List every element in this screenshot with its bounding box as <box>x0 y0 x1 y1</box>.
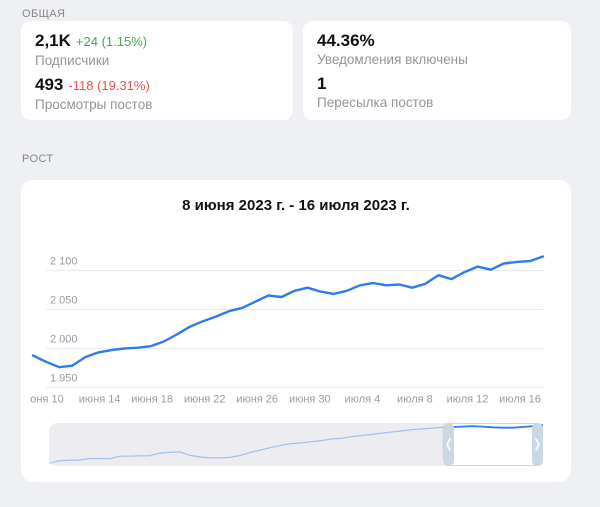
stat-subscribers: 2,1K +24 (1.15%) Подписчики <box>35 30 279 70</box>
x-axis-tick-label: июля 12 <box>447 394 489 406</box>
chart-date-range-title: 8 июня 2023 г. - 16 июля 2023 г. <box>182 197 410 214</box>
growth-section-header: РОСТ <box>22 153 54 165</box>
chevron-right-icon <box>535 438 540 451</box>
general-stats-row: 2,1K +24 (1.15%) Подписчики 493 -118 (19.3… <box>21 21 571 120</box>
subscribers-value: 2,1K <box>35 31 71 50</box>
post-views-value: 493 <box>35 75 64 94</box>
minimap-scrubber[interactable] <box>49 423 543 466</box>
chevron-left-icon <box>446 438 451 451</box>
x-axis-tick-label: июня 26 <box>236 394 278 406</box>
stat-post-views: 493 -118 (19.31%) Просмотры постов <box>35 74 279 114</box>
y-axis-tick-label: 1 950 <box>50 373 78 385</box>
x-axis-tick-label: июня 14 <box>79 394 121 406</box>
general-section-header: ОБЩАЯ <box>22 8 66 20</box>
y-axis-tick-label: 2 000 <box>50 334 78 346</box>
x-axis-tick-label: июня 22 <box>184 394 226 406</box>
stat-card-notifications-shares: 44.36% Уведомления включены 1 Пересылка … <box>303 21 571 120</box>
y-axis-tick-label: 2 100 <box>50 256 78 268</box>
x-axis-tick-label: июня 18 <box>131 394 173 406</box>
x-axis-tick-label: июня 30 <box>289 394 331 406</box>
growth-line-chart[interactable]: 1 950 2 000 2 050 2 100 оня 10 июня 14 июня 18… <box>21 222 571 412</box>
stat-notifications: 44.36% Уведомления включены <box>317 30 557 69</box>
shares-label: Пересылка постов <box>317 95 434 110</box>
subscribers-delta: +24 (1.15%) <box>75 34 148 49</box>
post-views-label: Просмотры постов <box>35 97 153 112</box>
post-views-delta: -118 (19.31%) <box>68 78 150 93</box>
shares-value: 1 <box>317 74 327 93</box>
minimap-left-handle[interactable] <box>443 423 454 466</box>
minimap-background <box>49 423 543 466</box>
x-axis-tick-label: оня 10 <box>30 394 63 406</box>
minimap-right-handle[interactable] <box>532 423 543 466</box>
notifications-value: 44.36% <box>317 31 375 50</box>
x-axis-tick-label: июля 4 <box>345 394 381 406</box>
growth-chart-card: 8 июня 2023 г. - 16 июля 2023 г. 1 950 2 … <box>21 180 571 482</box>
x-axis-tick-label: июля 16 <box>499 394 541 406</box>
subscribers-label: Подписчики <box>35 53 110 68</box>
y-axis-tick-label: 2 050 <box>50 295 78 307</box>
subscribers-line-series <box>31 255 545 369</box>
x-axis-tick-label: июля 8 <box>397 394 433 406</box>
minimap-selection-window[interactable] <box>442 423 543 466</box>
minimap-line-selected <box>443 424 543 429</box>
notifications-label: Уведомления включены <box>317 52 468 67</box>
stat-card-subscribers-views: 2,1K +24 (1.15%) Подписчики 493 -118 (19.3… <box>21 21 293 120</box>
stat-shares: 1 Пересылка постов <box>317 73 557 112</box>
